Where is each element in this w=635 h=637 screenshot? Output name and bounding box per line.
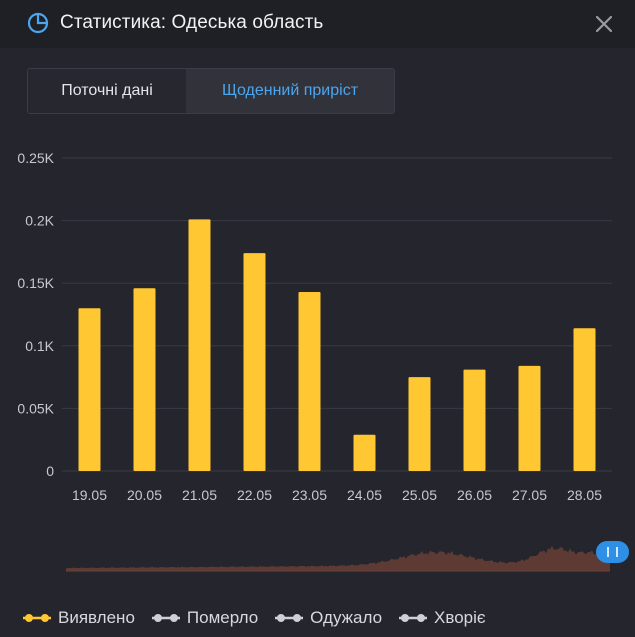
tab-daily-increase[interactable]: Щоденний приріст	[186, 69, 394, 113]
legend-item[interactable]: Виявлено	[22, 608, 135, 628]
y-tick-label: 0.2K	[25, 213, 54, 229]
x-tick-label: 26.05	[457, 487, 492, 503]
window-header: Статистика: Одеська область	[0, 0, 635, 48]
navigator-handle[interactable]	[596, 541, 629, 563]
y-tick-label: 0	[46, 463, 54, 479]
x-tick-label: 24.05	[347, 487, 382, 503]
tab-current-data[interactable]: Поточні дані	[28, 69, 186, 113]
bar[interactable]	[78, 308, 101, 471]
legend-item[interactable]: Одужало	[274, 608, 382, 628]
bar[interactable]	[463, 369, 486, 471]
y-tick-label: 0.25K	[17, 150, 54, 166]
legend-label: Одужало	[310, 608, 383, 627]
navigator-svg	[66, 541, 629, 572]
x-tick-label: 23.05	[292, 487, 327, 503]
x-tick-label: 20.05	[127, 487, 162, 503]
bar[interactable]	[518, 365, 541, 471]
legend-marker-icon	[275, 614, 304, 622]
bar[interactable]	[573, 328, 596, 471]
close-icon[interactable]	[593, 13, 615, 35]
x-tick-label: 22.05	[237, 487, 272, 503]
bar[interactable]	[188, 219, 211, 471]
legend-label: Виявлено	[58, 608, 135, 627]
y-tick-label: 0.15K	[17, 275, 54, 291]
y-tick-label: 0.1K	[25, 338, 54, 354]
bar[interactable]	[353, 434, 376, 471]
legend-label: Померло	[186, 608, 259, 627]
navigator-area	[66, 545, 610, 571]
bar[interactable]	[408, 377, 431, 471]
legend-marker-icon	[151, 614, 180, 622]
view-tabs: Поточні дані Щоденний приріст	[27, 68, 395, 114]
legend-marker-icon	[399, 614, 428, 622]
x-tick-label: 28.05	[567, 487, 602, 503]
legend-marker-icon	[23, 614, 51, 622]
x-tick-label: 21.05	[182, 487, 217, 503]
chart-svg: 0 0.05K 0.1K 0.15K 0.2K 0.25K 19.05 20.05 21.05 2…	[17, 150, 612, 503]
chart-legend: Виявлено Померло Одужало Хворіє	[22, 606, 502, 630]
bar[interactable]	[298, 291, 321, 471]
x-tick-label: 19.05	[72, 487, 107, 503]
window-title: Статистика: Одеська область	[60, 12, 324, 33]
range-navigator[interactable]	[0, 538, 635, 583]
bar[interactable]	[243, 253, 266, 471]
bar-chart: 0 0.05K 0.1K 0.15K 0.2K 0.25K 19.05 20.05 21.05 2…	[0, 140, 635, 515]
legend-item[interactable]: Померло	[151, 608, 258, 628]
legend-label: Хворіє	[434, 608, 486, 627]
pie-chart-icon	[27, 12, 49, 34]
x-tick-label: 25.05	[402, 487, 437, 503]
y-tick-label: 0.05K	[17, 400, 54, 416]
bar[interactable]	[133, 288, 156, 471]
x-tick-label: 27.05	[512, 487, 547, 503]
legend-item[interactable]: Хворіє	[398, 608, 486, 628]
